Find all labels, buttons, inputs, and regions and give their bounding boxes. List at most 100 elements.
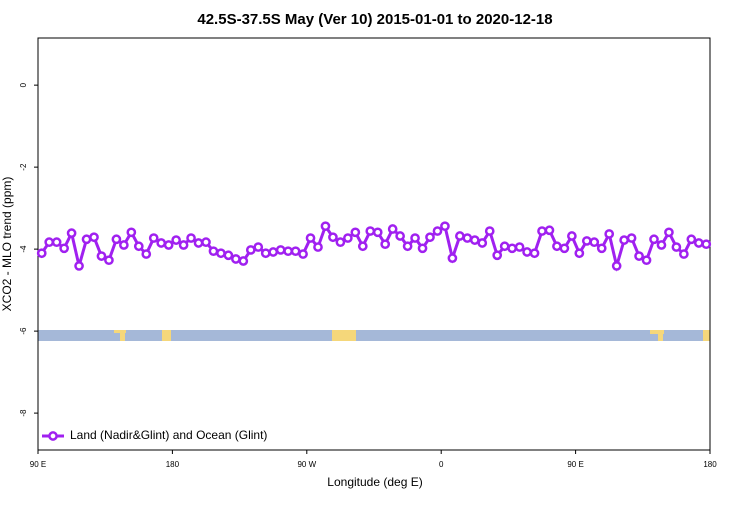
data-point [119,240,129,250]
data-point [290,246,301,257]
data-point [402,241,413,252]
data-point [216,248,226,259]
data-point [51,237,62,248]
y-tick-label: -4 [19,245,28,253]
data-point [499,241,510,252]
data-point [357,241,368,252]
data-point [268,247,279,257]
data-point [581,236,592,246]
data-point [604,229,615,239]
data-point [178,240,189,250]
data-point [81,234,92,245]
land-patch [703,330,710,341]
y-axis-label: XCO2 - MLO trend (ppm) [0,177,14,312]
data-point [298,249,308,259]
data-point [141,249,152,259]
data-point [238,256,249,266]
data-point [469,235,480,245]
land-patch [162,330,171,341]
x-tick-label: 90 W [297,460,316,469]
land-patch [650,330,664,334]
data-point [36,248,47,259]
data-point [395,231,405,241]
data-point [208,246,219,257]
data-point [417,243,428,254]
data-point [387,224,398,234]
data-point [492,250,503,261]
data-point [574,248,585,259]
land-patch [114,330,126,333]
data-point [104,255,114,266]
data-point [425,232,435,243]
land-patch [332,330,356,341]
data-point [133,241,144,252]
data-point [126,227,137,238]
data-point [380,239,391,250]
land-patch [120,333,125,341]
legend-label: Land (Nadir&Glint) and Ocean (Glint) [70,428,267,442]
data-point [693,238,704,248]
data-point [350,227,361,238]
data-point [66,228,77,238]
x-tick-label: 90 E [567,460,583,469]
x-tick-label: 180 [703,460,717,469]
data-point [275,245,286,255]
data-point [372,227,383,238]
data-point [641,255,652,266]
data-point [447,253,458,263]
surface-strip [38,330,710,341]
data-point [671,242,682,252]
data-point [679,249,689,259]
x-axis-label: Longitude (deg E) [327,475,422,489]
data-point [201,237,211,248]
data-point [477,238,488,248]
data-point [343,233,353,243]
land-patch [658,334,663,341]
data-point [320,221,331,232]
data-point [589,237,600,248]
data-point [305,233,316,243]
data-point [462,233,473,243]
data-point [410,233,420,243]
x-tick-label: 180 [166,460,180,469]
data-point [245,245,256,255]
data-point [611,261,622,271]
data-point [484,226,495,236]
data-point [223,250,234,261]
data-point [335,237,346,248]
data-point [537,226,547,236]
data-point [313,242,323,252]
data-point [559,243,570,254]
legend-entry: Land (Nadir&Glint) and Ocean (Glint) [42,428,267,442]
data-point [365,226,376,236]
data-point [432,226,443,236]
data-point [163,240,174,250]
legend-marker [48,431,58,441]
data-point [596,243,607,254]
y-tick-label: -2 [19,163,28,171]
data-point [455,231,465,241]
data-point [544,225,555,236]
data-point [171,235,181,245]
data-point [664,227,674,238]
data-point [328,232,338,243]
x-tick-label: 0 [439,460,444,469]
data-point [74,261,84,271]
data-point [96,251,107,261]
data-point [529,248,540,259]
data-point [552,241,562,252]
y-tick-label: -6 [19,327,28,335]
data-point [656,240,667,250]
data-point [619,235,629,245]
data-point [193,238,204,248]
data-point [253,242,264,252]
data-point [156,238,167,248]
data-point [567,231,577,241]
x-tick-label: 90 E [30,460,46,469]
data-point [514,242,525,252]
data-point [686,234,697,245]
data-point [111,234,122,245]
y-tick-label: 0 [19,82,28,87]
data-point [522,247,532,257]
